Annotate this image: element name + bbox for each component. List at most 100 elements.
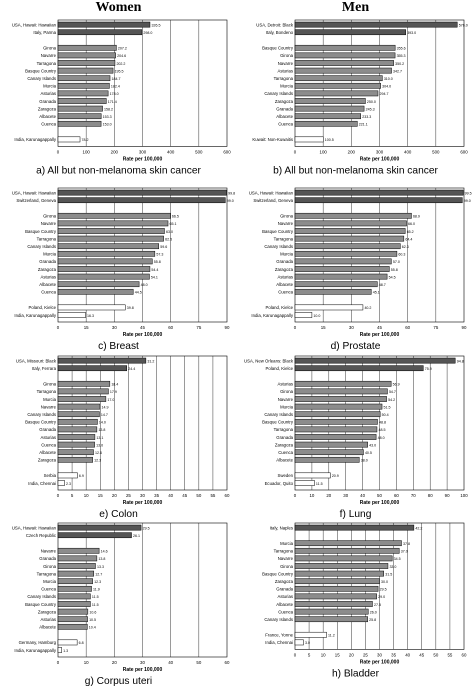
category-label: Basque Country [25, 229, 57, 234]
data-label: 39.8 [127, 306, 134, 310]
category-label: Albacete [39, 282, 56, 287]
tick-label: 20 [112, 660, 117, 665]
category-label: Girona [43, 382, 57, 387]
tick-label: 5 [308, 652, 311, 657]
column-title-women: Women [95, 0, 142, 15]
data-label: 42.2 [415, 526, 422, 530]
tick-label: 20 [349, 652, 354, 657]
data-label: 13.3 [97, 565, 104, 569]
tick-label: 45 [377, 325, 382, 330]
chart-caption: f) Lung [340, 509, 372, 520]
tick-label: 30 [140, 660, 145, 665]
category-label: Canary Islands [264, 617, 293, 622]
tick-label: 0 [57, 660, 60, 665]
bar [294, 396, 387, 402]
data-label: 99.8 [228, 191, 235, 195]
bar [294, 418, 378, 425]
data-label: 37.0 [401, 550, 408, 554]
category-label: Asturias [40, 91, 56, 96]
bar [57, 67, 114, 74]
category-label: Tarragona [274, 549, 294, 554]
data-label: 16.3 [87, 314, 94, 318]
category-label: Tarragona [274, 427, 294, 432]
data-label: 12.7 [95, 572, 102, 576]
tick-label: 45 [419, 652, 424, 657]
category-label: Asturias [40, 617, 56, 622]
tick-label: 0 [57, 493, 60, 498]
tick-label: 10 [309, 493, 314, 498]
bar [57, 380, 111, 387]
category-label: Albacete [39, 450, 56, 455]
category-label: Girona [280, 389, 294, 394]
tick-label: 20 [326, 493, 331, 498]
category-label: Canary Islands [264, 412, 293, 417]
bar [294, 555, 393, 562]
category-label: USA, Detroit: Black [256, 22, 294, 27]
data-label: 30.0 [381, 580, 388, 584]
bar [57, 273, 150, 280]
data-label: 17.0 [107, 398, 114, 402]
data-label: 100.5 [325, 138, 334, 142]
bar [294, 357, 456, 364]
data-label: 3.0 [305, 641, 310, 645]
tick-label: 15 [335, 652, 340, 657]
bar [57, 426, 98, 433]
bar [57, 90, 109, 97]
category-label: Granada [39, 427, 56, 432]
bar [294, 120, 358, 127]
category-label: Italy, Bondeno [266, 30, 294, 35]
tick-label: 10 [321, 652, 326, 657]
bar [57, 60, 116, 66]
bar [57, 639, 78, 646]
bar [294, 29, 406, 36]
bar [57, 570, 95, 577]
bar [57, 403, 101, 410]
data-label: 355.3 [397, 54, 406, 58]
tick-label: 100 [320, 149, 328, 154]
data-label: 54.1 [151, 275, 158, 279]
category-label: Granada [39, 259, 56, 264]
category-label: Navarre [278, 556, 294, 561]
data-label: 10.6 [89, 610, 96, 614]
category-label: Basque Country [25, 68, 57, 73]
tick-label: 30 [112, 325, 117, 330]
category-label: Zaragoza [38, 609, 57, 614]
category-label: Italy, Naples [270, 525, 293, 530]
data-label: 50.4 [382, 413, 389, 417]
tick-label: 0 [294, 652, 297, 657]
x-axis-label: Rate per 100,000 [123, 332, 163, 338]
data-label: 43.0 [369, 443, 376, 447]
category-label: USA, Missouri: Black [16, 358, 57, 363]
data-label: 294.7 [380, 92, 389, 96]
data-label: 12.6 [95, 451, 102, 455]
data-label: 2.3 [66, 482, 71, 486]
bar [294, 365, 424, 372]
bar [294, 585, 379, 592]
data-label: 48.8 [379, 421, 386, 425]
bar [57, 388, 109, 395]
bar [294, 197, 463, 204]
category-label: Murcia [280, 84, 294, 89]
tick-label: 40 [168, 493, 173, 498]
bar [57, 304, 126, 311]
tick-label: 70 [411, 493, 416, 498]
data-label: 29.5 [380, 588, 387, 592]
category-label: Murcia [43, 252, 57, 257]
bar [57, 578, 93, 585]
data-label: 33.0 [389, 565, 396, 569]
bar [57, 52, 116, 59]
category-label: Basque Country [25, 420, 57, 425]
bar [57, 563, 96, 569]
category-label: Cuenca [41, 290, 56, 295]
chart-caption: g) Corpus uteri [85, 676, 152, 687]
category-label: Albacete [276, 458, 293, 463]
tick-label: 45 [140, 325, 145, 330]
chart-caption: c) Breast [98, 341, 139, 352]
data-label: 78.2 [82, 138, 89, 142]
category-label: Murcia [280, 541, 294, 546]
category-label: Cuenca [278, 450, 293, 455]
category-label: Navarre [278, 221, 294, 226]
data-label: 25.8 [369, 618, 376, 622]
bar [57, 44, 117, 51]
